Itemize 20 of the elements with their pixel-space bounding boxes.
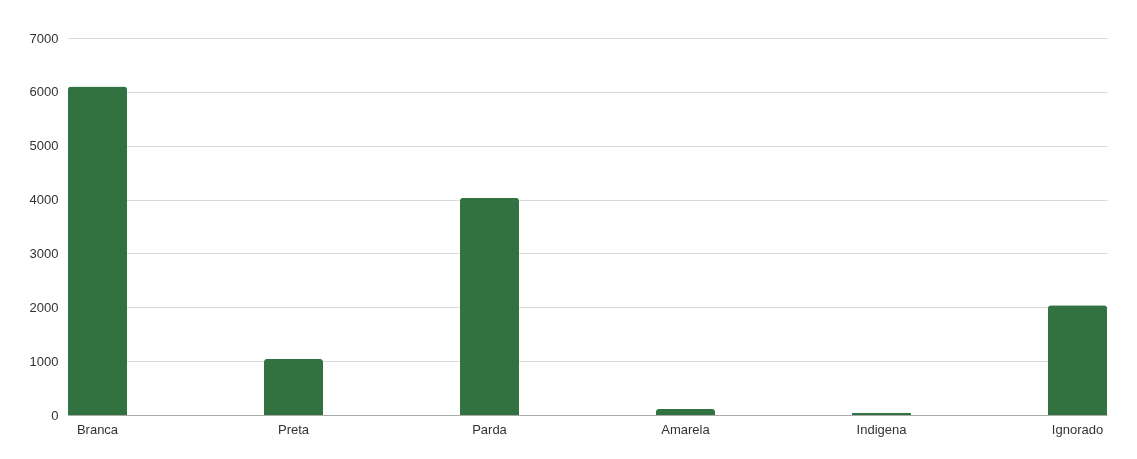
bar — [656, 409, 715, 415]
x-tick-label: Ignorado — [1051, 421, 1104, 437]
y-tick-label: 6000 — [29, 84, 59, 100]
y-tick-label: 4000 — [29, 192, 59, 208]
bar — [68, 86, 127, 415]
y-tick-label: 7000 — [29, 30, 59, 46]
y-tick-label: 2000 — [29, 299, 59, 315]
x-tick-label: Preta — [277, 421, 310, 437]
bar — [1048, 305, 1107, 415]
y-tick-label: 5000 — [29, 138, 59, 154]
y-tick-label: 0 — [51, 407, 59, 423]
y-tick-label: 3000 — [29, 245, 59, 261]
x-tick-label: Indigena — [856, 421, 908, 437]
y-tick-label: 1000 — [29, 353, 59, 369]
x-tick-label: Amarela — [661, 421, 711, 437]
x-tick-label: Branca — [76, 421, 119, 437]
x-tick-label: Parda — [472, 421, 508, 437]
bar — [852, 412, 911, 415]
bar — [264, 358, 323, 415]
bar — [460, 197, 519, 415]
